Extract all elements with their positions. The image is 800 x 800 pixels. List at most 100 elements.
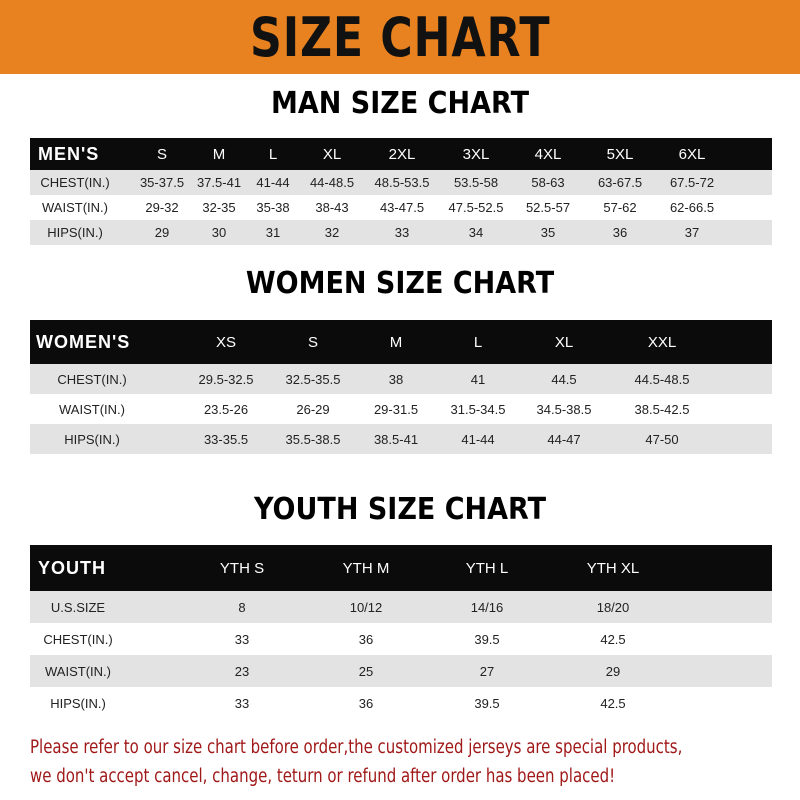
- measurement-cell: 38.5-42.5: [634, 401, 690, 417]
- measurement-cell: 34.5-38.5: [536, 401, 592, 417]
- measurement-cell: 62-66.5: [669, 200, 715, 215]
- youth-size-table: YOUTH YTH S YTH M YTH L YTH XL U.S.SIZE 8 10/12…: [30, 545, 772, 719]
- table-row: WAIST(IN.) 23.5-26 26-29 29-31.5 31.5-34.5 34…: [30, 394, 772, 424]
- note-line: we don't accept cancel, change, teturn o…: [30, 766, 616, 787]
- measurement-cell: 31: [265, 225, 281, 240]
- table-header-label: YOUTH: [38, 557, 106, 578]
- measurement-cell: 8: [238, 599, 246, 615]
- table-header-row: YOUTH YTH S YTH M YTH L YTH XL: [30, 545, 772, 591]
- measurement-cell: 29.5-32.5: [198, 371, 254, 387]
- measurement-cell: 44-47: [547, 431, 581, 447]
- order-policy-note: Please refer to our size chart before or…: [30, 733, 714, 791]
- table-header-label: WOMEN'S: [36, 331, 131, 352]
- women-section-title: WOMEN SIZE CHART: [245, 266, 555, 301]
- row-label: WAIST(IN.): [45, 663, 111, 679]
- measurement-cell: 39.5: [474, 631, 500, 647]
- size-column-header: M: [389, 333, 403, 351]
- measurement-cell: 35-37.5: [139, 175, 185, 190]
- size-column-header: XL: [554, 333, 574, 351]
- measurement-cell: 32.5-35.5: [285, 371, 341, 387]
- youth-section-title: YOUTH SIZE CHART: [253, 492, 547, 527]
- size-column-header: 4XL: [534, 145, 562, 163]
- size-column-header: 5XL: [606, 145, 634, 163]
- row-label: CHEST(IN.): [43, 631, 113, 647]
- table-row: HIPS(IN.) 29 30 31 32 33 34 35 36 37: [30, 220, 772, 245]
- measurement-cell: 35.5-38.5: [285, 431, 341, 447]
- measurement-cell: 27: [479, 663, 495, 679]
- table-row: HIPS(IN.) 33 36 39.5 42.5: [30, 687, 772, 719]
- measurement-cell: 43-47.5: [379, 200, 425, 215]
- measurement-cell: 42.5: [600, 695, 626, 711]
- measurement-cell: 33: [234, 695, 250, 711]
- measurement-cell: 33: [234, 631, 250, 647]
- measurement-cell: 29-32: [145, 200, 179, 215]
- row-label: HIPS(IN.): [50, 695, 106, 711]
- size-chart-banner: SIZE CHART: [0, 0, 800, 74]
- measurement-cell: 38.5-41: [373, 431, 419, 447]
- size-column-header: XXL: [647, 333, 677, 351]
- row-label: U.S.SIZE: [50, 599, 106, 615]
- measurement-cell: 23: [234, 663, 250, 679]
- measurement-cell: 34: [468, 225, 484, 240]
- measurement-cell: 58-63: [531, 175, 565, 190]
- measurement-cell: 37: [684, 225, 700, 240]
- men-section-title: MAN SIZE CHART: [271, 86, 529, 121]
- size-column-header: S: [156, 145, 168, 163]
- table-header-label: MEN'S: [38, 143, 100, 164]
- row-label: CHEST(IN.): [40, 175, 110, 190]
- size-column-header: XS: [215, 333, 237, 351]
- size-column-header: S: [307, 333, 319, 351]
- measurement-cell: 36: [612, 225, 628, 240]
- table-row: WAIST(IN.) 29-32 32-35 35-38 38-43 43-47.5 47.…: [30, 195, 772, 220]
- table-row: CHEST(IN.) 33 36 39.5 42.5: [30, 623, 772, 655]
- measurement-cell: 44-48.5: [309, 175, 355, 190]
- measurement-cell: 44.5-48.5: [634, 371, 690, 387]
- table-header-row: WOMEN'S XS S M L XL XXL: [30, 320, 772, 364]
- measurement-cell: 67.5-72: [669, 175, 715, 190]
- banner-title: SIZE CHART: [249, 5, 551, 69]
- measurement-cell: 10/12: [349, 599, 383, 615]
- measurement-cell: 35: [540, 225, 556, 240]
- measurement-cell: 63-67.5: [597, 175, 643, 190]
- measurement-cell: 39.5: [474, 695, 500, 711]
- note-line: Please refer to our size chart before or…: [30, 737, 683, 758]
- measurement-cell: 26-29: [296, 401, 330, 417]
- size-column-header: M: [212, 145, 226, 163]
- measurement-cell: 29: [605, 663, 621, 679]
- measurement-cell: 52.5-57: [525, 200, 571, 215]
- row-label: CHEST(IN.): [57, 371, 127, 387]
- measurement-cell: 38-43: [315, 200, 349, 215]
- measurement-cell: 33-35.5: [203, 431, 249, 447]
- table-row: WAIST(IN.) 23 25 27 29: [30, 655, 772, 687]
- measurement-cell: 31.5-34.5: [450, 401, 506, 417]
- size-column-header: 6XL: [678, 145, 706, 163]
- men-size-table: MEN'S S M L XL 2XL 3XL 4XL 5XL 6XL CHEST(IN.) 35-37…: [30, 138, 772, 245]
- women-size-table: WOMEN'S XS S M L XL XXL CHEST(IN.) 29.5-32.5 32.5…: [30, 320, 772, 455]
- size-column-header: L: [268, 145, 278, 163]
- measurement-cell: 44.5: [551, 371, 577, 387]
- table-header-row: MEN'S S M L XL 2XL 3XL 4XL 5XL 6XL: [30, 138, 772, 170]
- measurement-cell: 32: [324, 225, 340, 240]
- size-column-header: 3XL: [462, 145, 490, 163]
- measurement-cell: 32-35: [202, 200, 236, 215]
- table-row: U.S.SIZE 8 10/12 14/16 18/20: [30, 591, 772, 623]
- measurement-cell: 42.5: [600, 631, 626, 647]
- size-column-header: YTH L: [465, 559, 509, 577]
- measurement-cell: 47.5-52.5: [448, 200, 504, 215]
- measurement-cell: 53.5-58: [453, 175, 499, 190]
- size-column-header: L: [473, 333, 483, 351]
- measurement-cell: 41: [470, 371, 486, 387]
- row-label: WAIST(IN.): [42, 200, 108, 215]
- size-column-header: XL: [322, 145, 342, 163]
- measurement-cell: 35-38: [256, 200, 290, 215]
- size-column-header: 2XL: [388, 145, 416, 163]
- row-label: HIPS(IN.): [64, 431, 120, 447]
- size-column-header: YTH S: [219, 559, 265, 577]
- measurement-cell: 29-31.5: [373, 401, 419, 417]
- measurement-cell: 57-62: [603, 200, 637, 215]
- measurement-cell: 29: [154, 225, 170, 240]
- measurement-cell: 25: [358, 663, 374, 679]
- measurement-cell: 37.5-41: [196, 175, 242, 190]
- measurement-cell: 36: [358, 631, 374, 647]
- table-row: CHEST(IN.) 29.5-32.5 32.5-35.5 38 41 44.5 44.5…: [30, 364, 772, 394]
